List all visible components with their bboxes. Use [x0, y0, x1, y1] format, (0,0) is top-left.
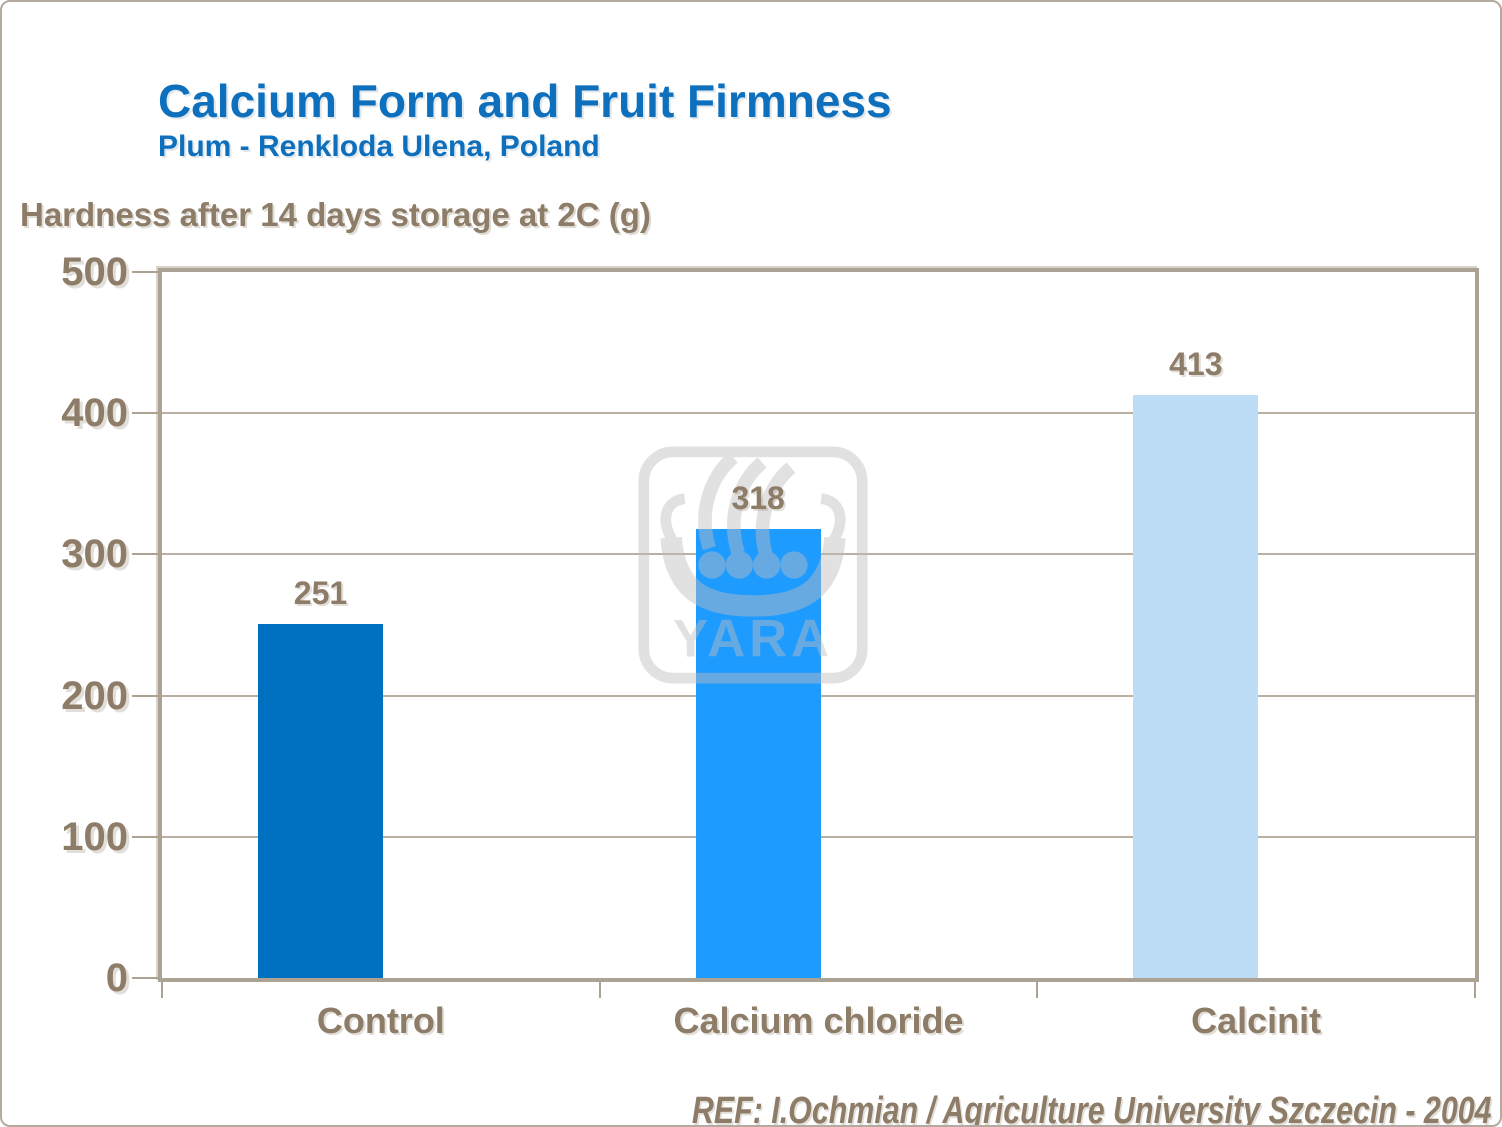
y-tick-mark-400	[132, 412, 158, 415]
chart-subtitle: Plum - Renkloda Ulena, Poland	[158, 130, 600, 163]
gridline-400	[162, 412, 1475, 415]
footer-reference: REF: I.Ochmian / Agriculture University …	[692, 1090, 1492, 1127]
chart-title: Calcium Form and Fruit Firmness	[158, 75, 892, 127]
y-axis-tick-label-500: 500	[61, 250, 128, 294]
y-tick-mark-100	[132, 835, 158, 838]
bar-calcium-chloride	[695, 528, 821, 978]
x-category-label-calcinit: Calcinit	[1191, 1000, 1322, 1041]
x-tick-mark-2	[1036, 982, 1039, 998]
x-tick-mark-0	[161, 982, 163, 998]
y-axis-tick-label-300: 300	[61, 532, 128, 577]
y-tick-mark-0	[132, 977, 158, 979]
x-tick-mark-1	[598, 982, 601, 998]
y-tick-mark-500	[132, 271, 158, 273]
x-axis-labels: Control Calcium chloride Calcinit	[162, 1000, 1475, 1050]
y-tick-mark-200	[132, 694, 158, 697]
y-axis-title: Hardness after 14 days storage at 2C (g)	[20, 196, 651, 233]
x-category-label-control: Control	[316, 1000, 445, 1041]
y-axis-tick-label-200: 200	[61, 673, 128, 718]
y-axis-tick-label-400: 400	[61, 391, 128, 436]
y-tick-mark-300	[132, 553, 158, 556]
bar-calcinit	[1133, 394, 1259, 978]
bar-value-label-251: 251	[293, 574, 348, 611]
bar-value-label-318: 318	[731, 479, 785, 516]
bar-value-label-413: 413	[1169, 345, 1223, 382]
y-axis-tick-label-100: 100	[61, 814, 128, 859]
y-axis-tick-label-0: 0	[105, 956, 128, 1000]
x-tick-mark-3	[1474, 982, 1476, 998]
bar-control	[258, 623, 383, 978]
x-category-label-calcium-chloride: Calcium chloride	[673, 1000, 964, 1041]
plot-area: 0 100 200 300 400 500 251 318 413	[61, 251, 1479, 999]
